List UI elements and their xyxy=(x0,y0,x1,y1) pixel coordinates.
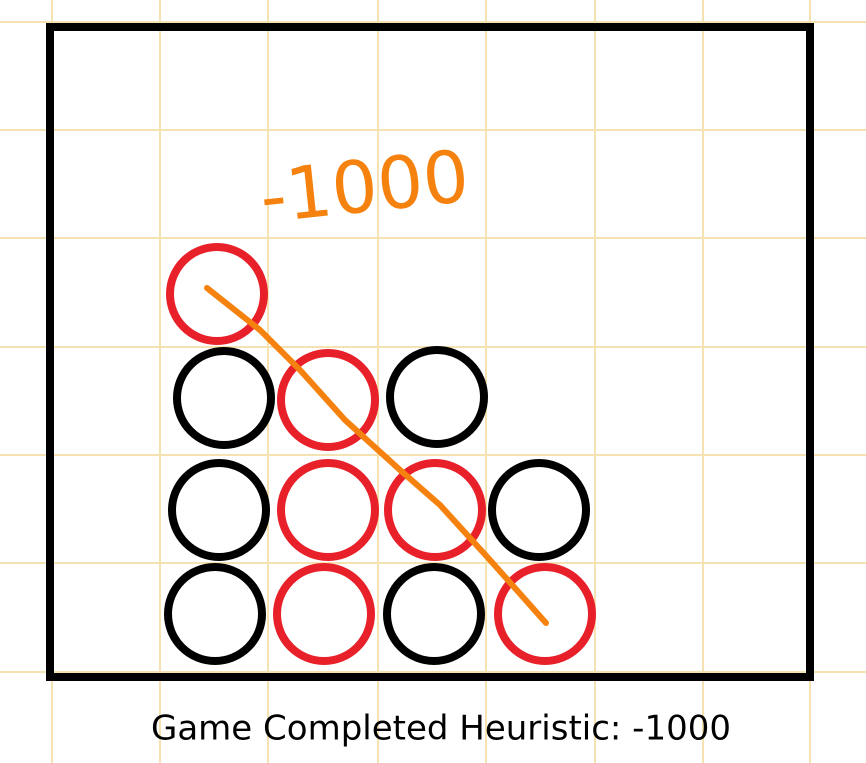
red-piece xyxy=(384,459,486,561)
black-piece xyxy=(488,459,590,561)
black-piece xyxy=(173,347,275,449)
black-piece xyxy=(386,346,488,448)
red-piece xyxy=(494,563,596,665)
red-piece xyxy=(277,459,379,561)
win-line xyxy=(204,285,549,626)
black-piece xyxy=(168,459,270,561)
caption: Game Completed Heuristic: -1000 xyxy=(151,709,731,749)
pieces xyxy=(164,243,596,665)
red-piece xyxy=(277,349,379,451)
board-frame xyxy=(46,23,814,681)
annotation: -1000 xyxy=(256,134,473,239)
red-piece xyxy=(166,243,268,345)
black-piece xyxy=(383,563,485,665)
red-piece xyxy=(273,563,375,665)
black-piece xyxy=(164,563,266,665)
